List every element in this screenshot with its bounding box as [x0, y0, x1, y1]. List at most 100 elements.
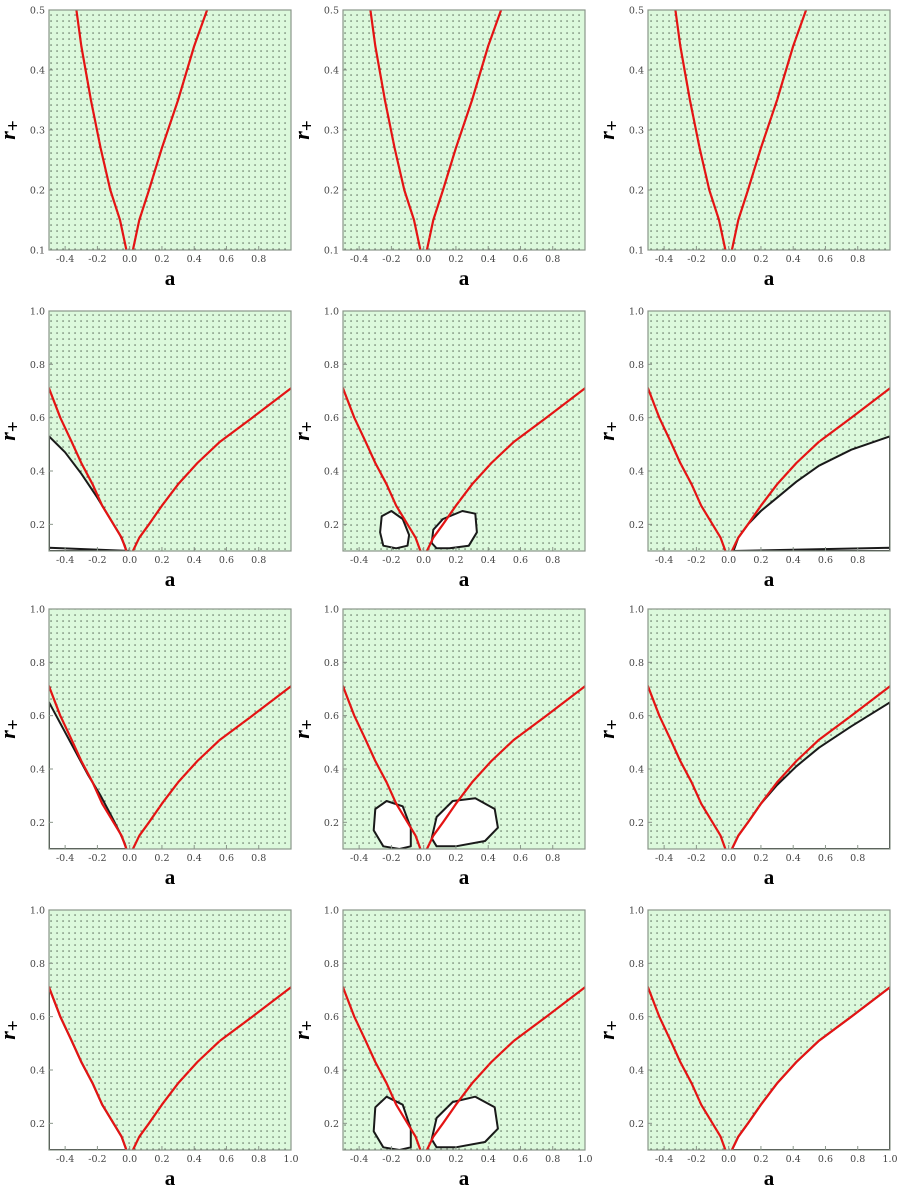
x-tick-label: 0.0	[416, 555, 431, 566]
x-tick-label: 0.2	[154, 1154, 169, 1165]
y-tick-label: 0.6	[30, 413, 45, 424]
x-tick-label: -0.4	[56, 1154, 74, 1165]
plot-frame	[342, 608, 586, 850]
x-tick-label: -0.2	[687, 853, 705, 864]
x-axis-label: a	[764, 266, 775, 290]
x-tick-label: 0.8	[251, 555, 266, 566]
x-tick-label: 0.6	[219, 254, 234, 265]
x-tick-label: 0.0	[122, 555, 137, 566]
x-axis-label: a	[165, 1166, 176, 1190]
x-tick-label: -0.2	[382, 1154, 400, 1165]
x-tick-label: 0.8	[251, 1154, 266, 1165]
y-tick-label: 0.4	[324, 1066, 339, 1077]
excluded-region-2	[430, 797, 499, 848]
plot-frame	[48, 608, 292, 850]
y-tick-label: 0.4	[30, 765, 45, 776]
x-tick-label: -0.4	[655, 1154, 673, 1165]
x-tick-label: 0.4	[187, 555, 202, 566]
panel-r2c2: -0.4 -0.2 0.0 0.2 0.4 0.6 0.8 0.2 0.4 0.6 0.8 1.0 a r…	[289, 307, 586, 591]
x-tick-label: 1.0	[577, 1154, 592, 1165]
panel-r4c1: -0.4 -0.2 0.0 0.2 0.4 0.6 0.8 1.0 0.2 0.4 0.6 0.8 1.…	[0, 906, 299, 1191]
x-tick-label: 0.8	[850, 555, 865, 566]
y-tick-label: 1.0	[324, 605, 339, 616]
y-tick-label: 0.6	[629, 1012, 644, 1023]
excluded-region-1	[379, 510, 411, 550]
y-tick-label: 0.2	[324, 1119, 339, 1130]
x-tick-label: 0.8	[850, 853, 865, 864]
x-tick-label: -0.4	[56, 555, 74, 566]
x-axis-label: a	[764, 1166, 775, 1190]
y-tick-label: 0.5	[324, 6, 339, 17]
x-tick-label: 0.0	[416, 853, 431, 864]
y-axis-label: r+	[0, 719, 24, 738]
y-tick-label: 0.8	[324, 658, 339, 669]
y-tick-label: 0.4	[629, 66, 644, 77]
x-tick-label: -0.2	[687, 1154, 705, 1165]
x-tick-label: 0.0	[721, 853, 736, 864]
y-tick-label: 0.8	[324, 959, 339, 970]
x-axis-label: a	[165, 567, 176, 591]
panel-r2c3: -0.4 -0.2 0.0 0.2 0.4 0.6 0.8 0.2 0.4 0.6 0.8 1.0 a r…	[594, 307, 891, 591]
red-curve-left-branch	[674, 10, 727, 250]
y-tick-label: 0.1	[324, 246, 339, 257]
x-tick-label: 0.8	[251, 254, 266, 265]
plot-frame	[647, 608, 891, 850]
x-tick-label: -0.4	[350, 1154, 368, 1165]
panel-r4c3: -0.4 -0.2 0.0 0.2 0.4 0.6 0.8 1.0 0.2 0.4 0.6 0.8 1.…	[594, 906, 897, 1191]
y-tick-label: 0.8	[324, 360, 339, 371]
panel-r1c3: -0.4 -0.2 0.0 0.2 0.4 0.6 0.8 0.1 0.2 0.3 0.4 0.5 a r…	[594, 6, 891, 290]
panel-r3c2: -0.4 -0.2 0.0 0.2 0.4 0.6 0.8 0.2 0.4 0.6 0.8 1.0 a r…	[289, 605, 586, 889]
x-tick-label: 0.4	[481, 853, 496, 864]
x-tick-label: 0.6	[818, 555, 833, 566]
x-tick-label: 0.2	[753, 853, 768, 864]
y-axis-label: r+	[594, 719, 623, 738]
x-tick-label: -0.2	[88, 1154, 106, 1165]
y-tick-label: 1.0	[30, 307, 45, 318]
y-tick-label: 0.6	[324, 711, 339, 722]
y-tick-label: 0.4	[30, 66, 45, 77]
red-curve-left-branch	[343, 986, 422, 1150]
x-tick-label: 0.0	[721, 254, 736, 265]
y-tick-label: 0.2	[629, 520, 644, 531]
allowed-region	[49, 10, 291, 250]
x-tick-label: 0.8	[251, 853, 266, 864]
x-tick-label: 0.4	[786, 254, 801, 265]
y-tick-label: 0.6	[629, 711, 644, 722]
x-tick-label: 0.6	[513, 853, 528, 864]
plot-frame	[48, 909, 292, 1151]
y-tick-label: 1.0	[629, 307, 644, 318]
panel-r3c3: -0.4 -0.2 0.0 0.2 0.4 0.6 0.8 0.2 0.4 0.6 0.8 1.0 a r…	[594, 605, 891, 889]
y-tick-label: 0.2	[324, 818, 339, 829]
allowed-region	[343, 10, 585, 250]
x-tick-label: 0.6	[818, 254, 833, 265]
y-axis-label: r+	[0, 421, 24, 440]
y-tick-label: 0.6	[324, 413, 339, 424]
y-tick-label: 0.6	[30, 711, 45, 722]
x-tick-label: 0.6	[818, 853, 833, 864]
red-curve-left-branch	[49, 387, 128, 551]
y-axis-label: r+	[594, 120, 623, 139]
x-tick-label: 0.4	[481, 555, 496, 566]
red-curve-right-branch	[425, 387, 585, 551]
y-tick-label: 0.2	[30, 186, 45, 197]
y-tick-label: 1.0	[30, 605, 45, 616]
red-curve-left-branch	[343, 685, 422, 849]
panel-r1c1: -0.4 -0.2 0.0 0.2 0.4 0.6 0.8 0.1 0.2 0.3 0.4 0.5 a r…	[0, 6, 292, 290]
y-tick-label: 1.0	[324, 906, 339, 917]
x-tick-label: -0.2	[382, 853, 400, 864]
y-tick-label: 0.2	[30, 818, 45, 829]
x-axis-label: a	[165, 266, 176, 290]
x-tick-label: 0.8	[850, 1154, 865, 1165]
y-tick-label: 0.2	[324, 520, 339, 531]
y-tick-label: 0.2	[629, 818, 644, 829]
y-tick-label: 0.6	[324, 1012, 339, 1023]
y-axis-label: r+	[594, 1020, 623, 1039]
red-curve-right-branch	[131, 986, 291, 1150]
x-tick-label: -0.4	[350, 555, 368, 566]
y-tick-label: 1.0	[629, 605, 644, 616]
x-tick-label: 0.2	[154, 555, 169, 566]
red-curve-left-branch	[648, 986, 727, 1150]
y-tick-label: 0.2	[30, 520, 45, 531]
x-tick-label: 0.4	[786, 1154, 801, 1165]
panel-r1c2: -0.4 -0.2 0.0 0.2 0.4 0.6 0.8 0.1 0.2 0.3 0.4 0.5 a r…	[289, 6, 586, 290]
